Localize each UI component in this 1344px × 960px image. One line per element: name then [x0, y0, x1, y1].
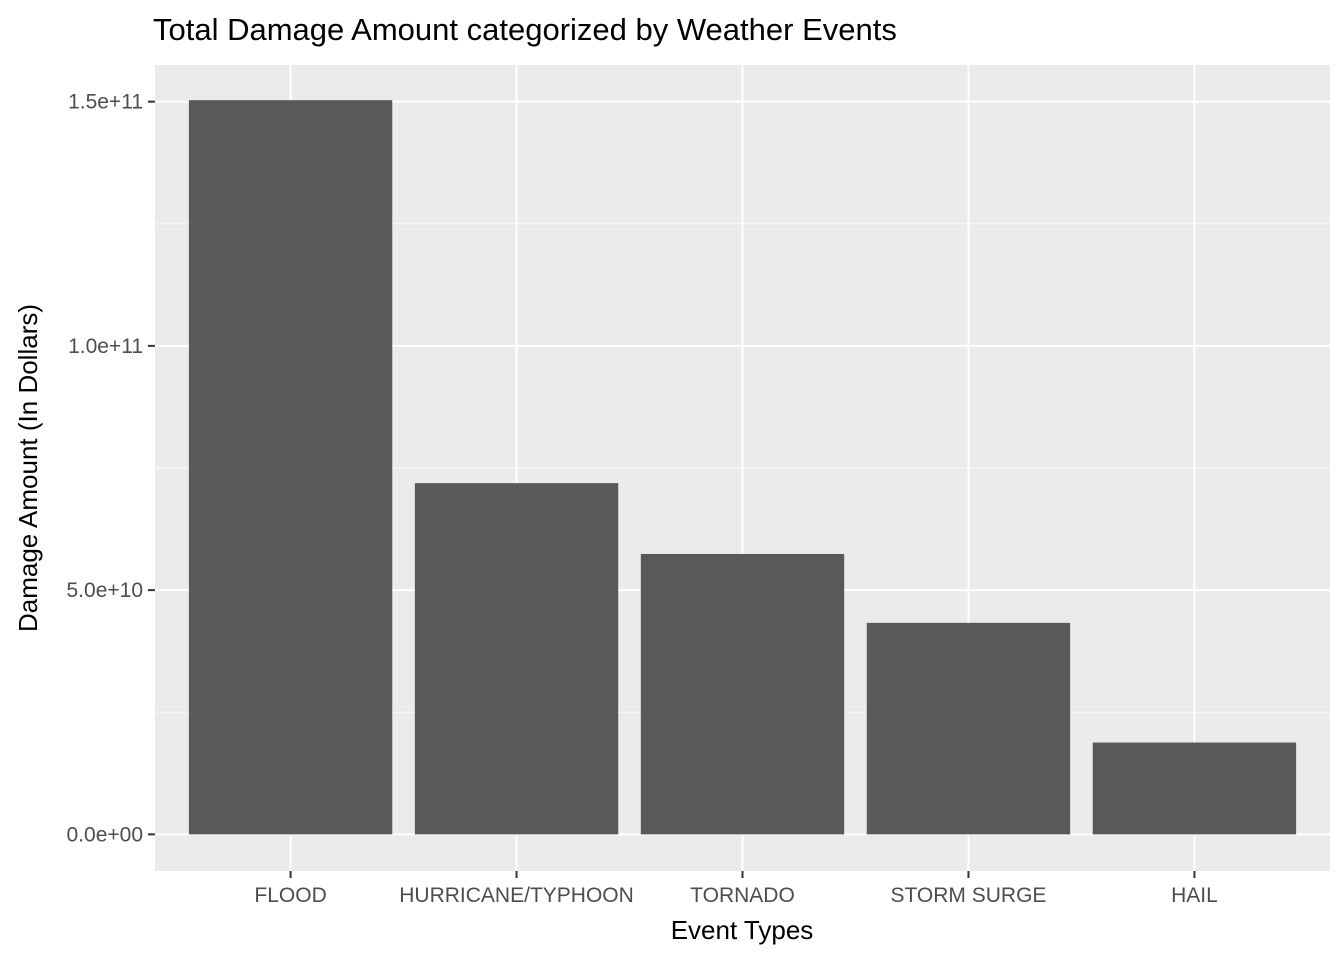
- y-tick-label: 1.5e+11: [68, 91, 143, 114]
- x-tick-label: HAIL: [1171, 884, 1218, 907]
- bar-storm-surge: [866, 622, 1071, 835]
- x-tick-label: STORM SURGE: [890, 884, 1046, 907]
- bars: [188, 100, 1297, 835]
- y-tick-label: 1.0e+11: [68, 335, 143, 358]
- y-axis-title: Damage Amount (In Dollars): [13, 304, 43, 632]
- x-axis-title: Event Types: [671, 915, 814, 945]
- bar-flood: [188, 100, 393, 835]
- x-axis: FLOOD HURRICANE/TYPHOON TORNADO STORM SURGE…: [254, 871, 1218, 907]
- x-tick-label: FLOOD: [254, 884, 326, 907]
- x-tick-label: TORNADO: [690, 884, 795, 907]
- bar-hurricane-typhoon: [414, 483, 619, 835]
- bar-tornado: [640, 553, 845, 835]
- x-tick-label: HURRICANE/TYPHOON: [399, 884, 634, 907]
- bar-hail: [1092, 742, 1297, 835]
- chart-title: Total Damage Amount categorized by Weath…: [153, 12, 897, 47]
- y-tick-label: 5.0e+10: [67, 579, 144, 602]
- y-tick-label: 0.0e+00: [67, 823, 144, 846]
- y-axis: 0.0e+00 5.0e+10 1.0e+11 1.5e+11: [67, 91, 155, 846]
